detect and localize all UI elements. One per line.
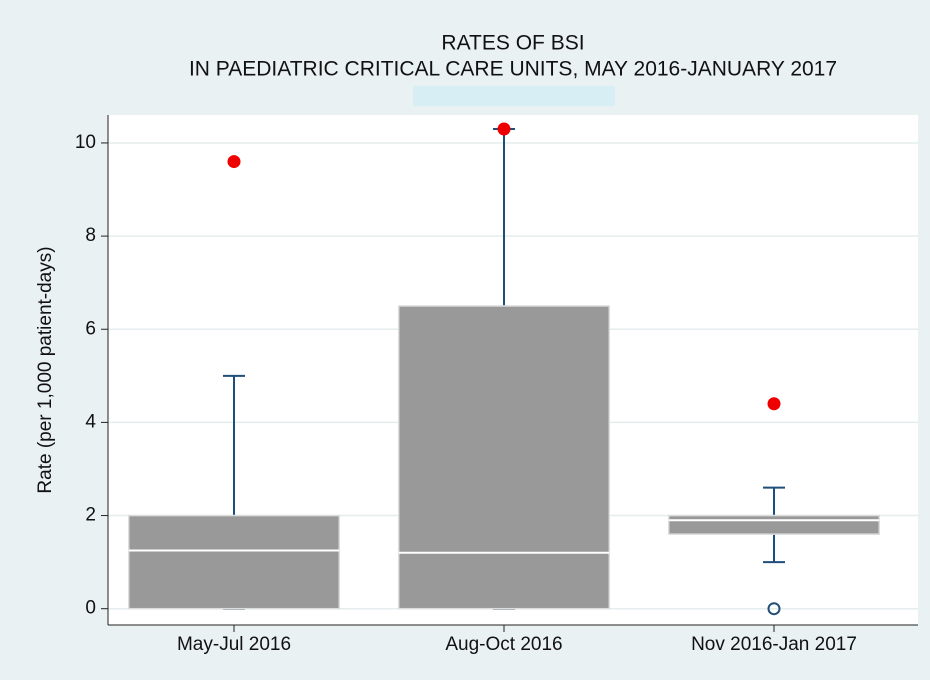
y-tick-label: 10: [75, 132, 96, 153]
outlier: [767, 397, 781, 411]
y-tick-label: 2: [85, 505, 96, 526]
chart-title: RATES OF BSI: [441, 32, 584, 55]
y-tick-label: 0: [85, 598, 96, 619]
outlier: [767, 602, 781, 616]
y-tick-label: 4: [85, 411, 96, 432]
box: [667, 514, 881, 535]
outlier: [227, 155, 241, 169]
outlier: [497, 122, 511, 136]
chart-title: IN PAEDIATRIC CRITICAL CARE UNITS, MAY 2…: [189, 58, 837, 81]
y-axis-label: Rate (per 1,000 patient-days): [35, 246, 56, 493]
x-tick-label: Nov 2016-Jan 2017: [691, 634, 857, 655]
y-tick-label: 6: [85, 318, 96, 339]
box: [127, 514, 341, 610]
y-tick-label: 8: [85, 225, 96, 246]
x-tick-label: Aug-Oct 2016: [445, 634, 562, 655]
x-tick-label: May-Jul 2016: [177, 634, 291, 655]
blurred-label: [413, 86, 615, 106]
box: [397, 305, 611, 610]
